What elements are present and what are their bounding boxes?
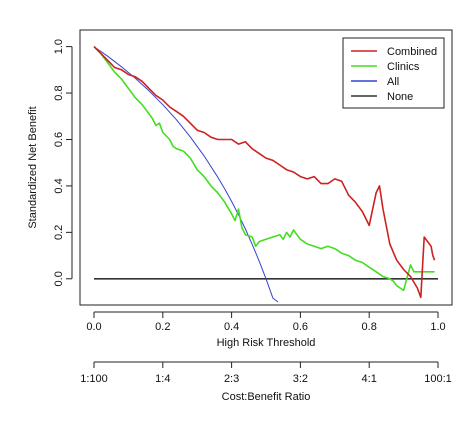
y-axis: 0.0 0.2 0.4 0.6 0.8 1.0 (53, 39, 73, 286)
series-line-clinics (93, 46, 435, 292)
y-tick-label: 0.2 (53, 225, 65, 240)
x-tick-label: 0.2 (155, 321, 170, 333)
cost-benefit-tick-label: 1:100 (80, 373, 108, 385)
legend-label-none: None (387, 91, 413, 103)
cost-benefit-axis-title: Cost:Benefit Ratio (222, 391, 311, 403)
cost-benefit-tick-label: 4:1 (362, 373, 377, 385)
cost-benefit-tick-label: 1:4 (155, 373, 170, 385)
cost-benefit-axis: 1:100 1:4 2:3 3:2 4:1 100:1 (80, 361, 452, 385)
x-tick-label: 1.0 (430, 321, 445, 333)
legend-label-all: All (387, 76, 399, 88)
y-tick-label: 0.8 (53, 85, 65, 100)
cost-benefit-tick-label: 2:3 (224, 373, 239, 385)
cost-benefit-tick-label: 3:2 (293, 373, 308, 385)
plot-border (79, 29, 453, 306)
x-axis-title: High Risk Threshold (217, 337, 316, 349)
y-tick-label: 1.0 (53, 39, 65, 54)
legend-label-clinics: Clinics (387, 61, 420, 73)
x-axis: 0.0 0.2 0.4 0.6 0.8 1.0 (86, 311, 446, 333)
plot-frame (79, 29, 453, 306)
y-tick-label: 0.0 (53, 271, 65, 286)
x-tick-label: 0.6 (293, 321, 308, 333)
y-axis-title: Standardized Net Benefit (27, 106, 39, 228)
x-tick-label: 0.4 (224, 321, 239, 333)
y-tick-label: 0.4 (53, 178, 65, 193)
x-tick-label: 0.8 (362, 321, 377, 333)
x-tick-label: 0.0 (86, 321, 101, 333)
series-layer (93, 46, 438, 303)
y-tick-label: 0.6 (53, 132, 65, 147)
legend-label-combined: Combined (387, 46, 437, 58)
series-line-combined (93, 46, 436, 299)
legend: Combined Clinics All None (342, 37, 445, 109)
cost-benefit-tick-label: 100:1 (424, 373, 452, 385)
series-line-all (93, 46, 279, 303)
